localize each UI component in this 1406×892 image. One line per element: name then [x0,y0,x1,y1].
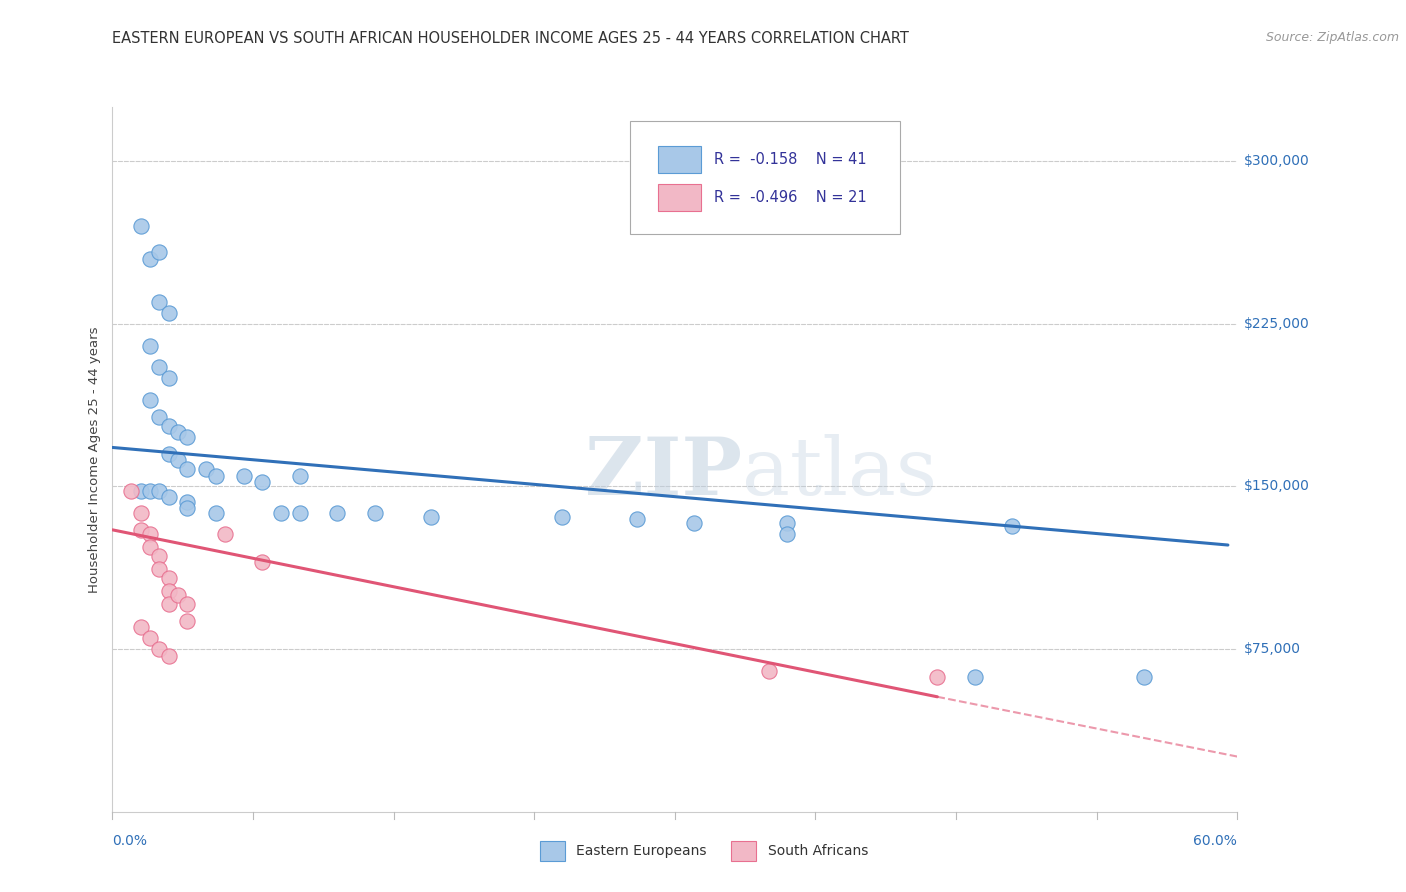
Point [1001,518,1024,533]
Text: ZIP: ZIP [585,434,742,513]
Text: Source: ZipAtlas.com: Source: ZipAtlas.com [1265,31,1399,45]
Point [129,506,152,520]
Point [139,632,162,646]
Point [139,392,162,407]
Point [148,360,170,375]
Point [626,512,648,526]
Point [157,371,180,385]
Point [326,506,349,520]
Text: South Africans: South Africans [768,844,868,858]
Point [148,562,170,576]
Point [148,410,170,425]
Point [176,429,198,443]
Point [139,483,162,498]
Point [157,447,180,461]
Point [157,583,180,598]
Text: atlas: atlas [742,434,938,513]
Text: $150,000: $150,000 [1244,480,1310,493]
Text: $75,000: $75,000 [1244,642,1302,657]
Text: Eastern Europeans: Eastern Europeans [576,844,707,858]
Point [252,475,274,490]
Point [157,648,180,663]
Point [139,527,162,541]
Text: $225,000: $225,000 [1244,317,1310,331]
Point [214,527,236,541]
Point [776,527,799,541]
Point [176,501,198,516]
Point [270,506,292,520]
Point [176,597,198,611]
Point [927,670,949,684]
Point [148,642,170,657]
Point [157,491,180,505]
Point [139,338,162,352]
Y-axis label: Householder Income Ages 25 - 44 years: Householder Income Ages 25 - 44 years [89,326,101,592]
Point [682,516,704,531]
Point [157,306,180,320]
Point [204,468,226,483]
Point [129,523,152,537]
Point [148,245,170,260]
Point [167,425,190,440]
Point [1132,670,1154,684]
Point [420,509,443,524]
Text: 0.0%: 0.0% [112,834,148,848]
Point [758,664,780,678]
Point [551,509,574,524]
Point [120,483,142,498]
Point [157,570,180,584]
Text: EASTERN EUROPEAN VS SOUTH AFRICAN HOUSEHOLDER INCOME AGES 25 - 44 YEARS CORRELAT: EASTERN EUROPEAN VS SOUTH AFRICAN HOUSEH… [112,31,910,46]
Point [176,494,198,508]
Point [129,620,152,634]
Point [129,483,152,498]
Text: $300,000: $300,000 [1244,154,1310,169]
Point [148,483,170,498]
Text: R =  -0.158    N = 41: R = -0.158 N = 41 [714,152,868,167]
Point [157,418,180,433]
FancyBboxPatch shape [630,121,900,234]
Point [288,468,311,483]
Point [364,506,387,520]
Point [252,555,274,569]
Point [776,516,799,531]
Point [167,453,190,467]
Point [139,540,162,554]
Point [139,252,162,266]
Text: 60.0%: 60.0% [1194,834,1237,848]
Point [963,670,986,684]
Point [157,597,180,611]
Point [129,219,152,234]
Point [176,462,198,476]
Text: R =  -0.496    N = 21: R = -0.496 N = 21 [714,190,868,205]
Bar [658,145,700,172]
Point [195,462,218,476]
Point [167,588,190,602]
Point [232,468,254,483]
Point [176,614,198,628]
Point [288,506,311,520]
Point [148,295,170,310]
Point [148,549,170,563]
Bar [658,184,700,211]
Point [204,506,226,520]
